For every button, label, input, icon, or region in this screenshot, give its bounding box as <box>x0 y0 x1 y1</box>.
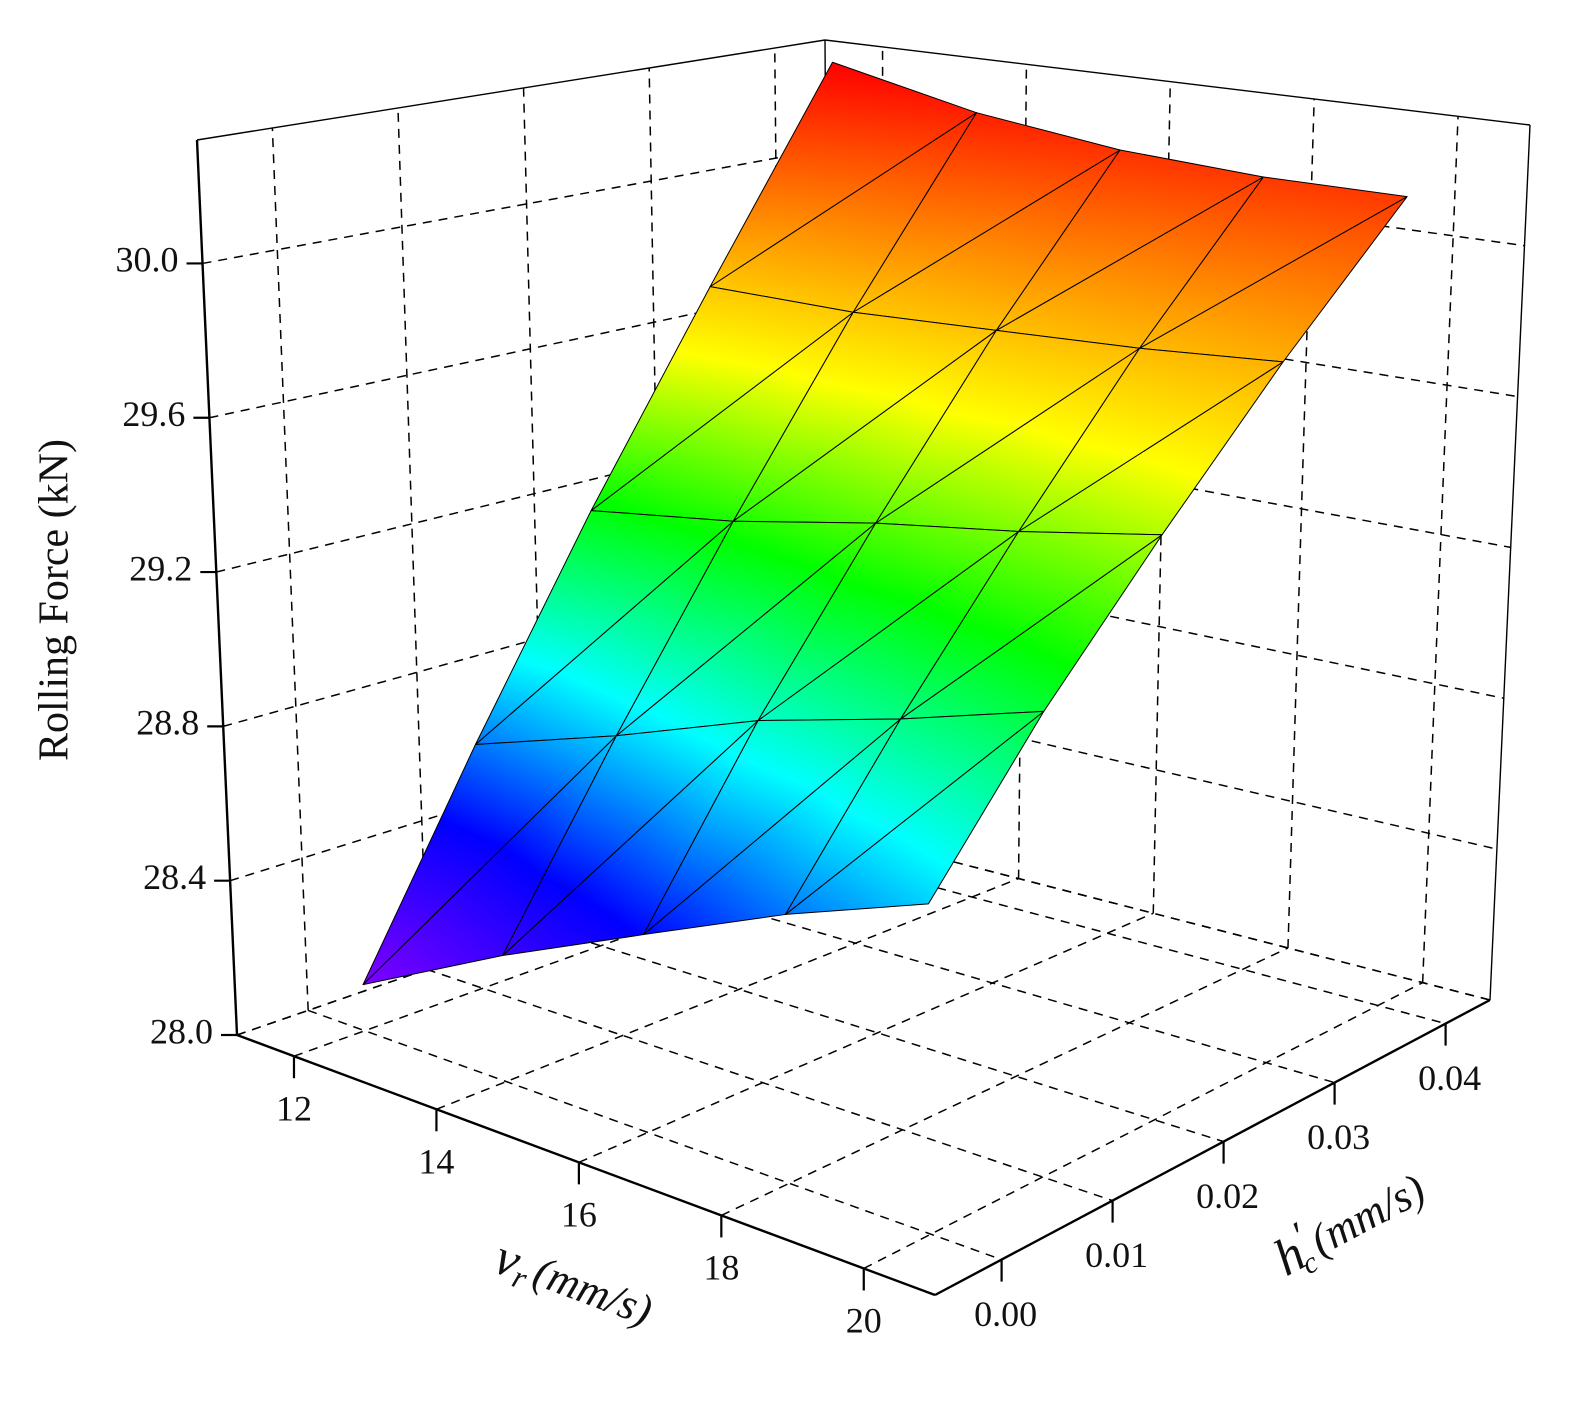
grid-line <box>663 886 1335 1084</box>
grid-line <box>307 1009 1002 1261</box>
y-tick-label: 0.03 <box>1307 1117 1370 1157</box>
x-tick-label: 20 <box>846 1301 882 1341</box>
surface-facet <box>732 311 997 522</box>
grid-line <box>545 927 1224 1143</box>
surface-facet <box>362 735 617 986</box>
grid-line <box>426 968 1113 1202</box>
x-tick-label: 14 <box>418 1142 454 1182</box>
surface-facet <box>852 112 1121 313</box>
x-tick-label: 16 <box>561 1195 597 1235</box>
surface-facet <box>900 530 1163 720</box>
surface-facet <box>502 720 759 956</box>
x-tick-label: 12 <box>276 1088 312 1128</box>
grid-line <box>236 829 831 1036</box>
box-edge <box>1489 124 1531 1001</box>
grid-line <box>436 877 1019 1110</box>
surface-facet <box>474 510 734 746</box>
grid-line <box>1421 116 1459 983</box>
surface-facet <box>1018 347 1284 532</box>
surface-facet <box>1139 176 1408 349</box>
surface-facet <box>590 286 854 512</box>
grid-line <box>293 843 885 1057</box>
z-tick-label: 29.6 <box>122 394 185 434</box>
surface-facet <box>709 61 977 288</box>
surface <box>362 61 1408 986</box>
z-tick-label: 28.4 <box>143 857 206 897</box>
y-tick-label: 0.04 <box>1418 1058 1481 1098</box>
axes: 28.0 28.4 28.8 29.2 29.6 30.0 12 14 16 18 20 0.00 0.… <box>116 139 1491 1341</box>
grid-line <box>202 148 826 265</box>
y-tick-label: 0.00 <box>974 1294 1037 1334</box>
z-tick-label: 30.0 <box>116 240 179 280</box>
surface-facet <box>875 329 1141 524</box>
z-tick-label: 28.8 <box>136 703 199 743</box>
surface-facet <box>757 522 1020 722</box>
y-tick-label: 0.02 <box>1196 1176 1259 1216</box>
z-tick-label: 28.0 <box>150 1011 213 1051</box>
box-edge <box>196 39 826 141</box>
grid-line <box>223 556 829 728</box>
surface-facet <box>615 520 877 737</box>
grid-line <box>578 912 1154 1164</box>
z-tick-label: 29.2 <box>129 548 192 588</box>
grid-line <box>721 947 1289 1217</box>
x-tick-label: 18 <box>703 1248 739 1288</box>
surface-facet <box>784 710 1045 915</box>
surface-facet <box>995 149 1264 331</box>
box-edge <box>236 1033 936 1297</box>
grid-line <box>271 127 309 1011</box>
box-edge <box>934 998 1491 1297</box>
surface-facet <box>643 718 902 936</box>
grid-line <box>216 420 828 573</box>
grid-line <box>863 981 1423 1270</box>
box-edge <box>824 39 1531 126</box>
grid-line <box>522 87 547 929</box>
z-axis-title: Rolling Force (kN) <box>32 439 78 761</box>
box-edge <box>195 139 239 1036</box>
y-tick-label: 0.01 <box>1085 1235 1148 1275</box>
grid-line <box>229 693 830 882</box>
